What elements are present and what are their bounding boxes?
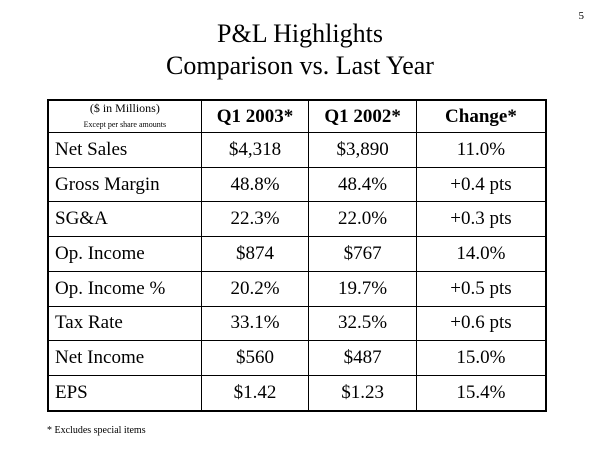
- cell-value: 33.1%: [200, 305, 310, 342]
- cell-value: 20.2%: [200, 270, 310, 307]
- table-row: SG&A 22.3% 22.0% +0.3 pts: [47, 201, 547, 238]
- row-label: EPS: [47, 374, 202, 412]
- cell-value: 14.0%: [415, 236, 547, 272]
- cell-value: $1.23: [308, 374, 417, 412]
- cell-value: 19.7%: [308, 270, 417, 307]
- cell-value: +0.3 pts: [415, 201, 547, 238]
- cell-value: $4,318: [200, 132, 310, 168]
- cell-value: $767: [308, 236, 417, 272]
- row-label: Tax Rate: [47, 305, 202, 342]
- row-label: SG&A: [47, 201, 202, 238]
- table-header-row: ($ in Millions) Except per share amounts…: [47, 99, 547, 133]
- table-row: Op. Income $874 $767 14.0%: [47, 236, 547, 272]
- row-label: Op. Income: [47, 236, 202, 272]
- column-header-q1-2002: Q1 2002*: [308, 99, 417, 133]
- units-label: ($ in Millions): [89, 101, 160, 115]
- page-number: 5: [578, 10, 585, 22]
- cell-value: 11.0%: [415, 132, 547, 168]
- table-row: Op. Income % 20.2% 19.7% +0.5 pts: [47, 270, 547, 307]
- cell-value: +0.6 pts: [415, 305, 547, 342]
- cell-value: $874: [200, 236, 310, 272]
- column-header-change: Change*: [415, 99, 547, 133]
- cell-value: $3,890: [308, 132, 417, 168]
- cell-value: 15.4%: [415, 374, 547, 412]
- title-line-1: P&L Highlights: [217, 19, 383, 48]
- table-row: Tax Rate 33.1% 32.5% +0.6 pts: [47, 305, 547, 342]
- cell-value: $1.42: [200, 374, 310, 412]
- title-line-2: Comparison vs. Last Year: [166, 51, 434, 80]
- units-header-cell: ($ in Millions) Except per share amounts: [47, 99, 202, 133]
- column-header-q1-2003: Q1 2003*: [200, 99, 310, 133]
- table-row: Net Sales $4,318 $3,890 11.0%: [47, 132, 547, 168]
- footnote: * Excludes special items: [47, 425, 146, 436]
- table-row: EPS $1.42 $1.23 15.4%: [47, 374, 547, 412]
- table-row: Net Income $560 $487 15.0%: [47, 340, 547, 376]
- cell-value: +0.5 pts: [415, 270, 547, 307]
- row-label: Net Income: [47, 340, 202, 376]
- cell-value: 22.0%: [308, 201, 417, 238]
- cell-value: 48.8%: [200, 166, 310, 203]
- cell-value: $560: [200, 340, 310, 376]
- page-title: P&L Highlights Comparison vs. Last Year: [0, 18, 600, 82]
- units-sublabel: Except per share amounts: [83, 120, 167, 129]
- pl-highlights-table: ($ in Millions) Except per share amounts…: [47, 99, 547, 412]
- row-label: Net Sales: [47, 132, 202, 168]
- row-label: Gross Margin: [47, 166, 202, 203]
- cell-value: +0.4 pts: [415, 166, 547, 203]
- table-row: Gross Margin 48.8% 48.4% +0.4 pts: [47, 166, 547, 203]
- cell-value: 48.4%: [308, 166, 417, 203]
- row-label: Op. Income %: [47, 270, 202, 307]
- cell-value: $487: [308, 340, 417, 376]
- cell-value: 22.3%: [200, 201, 310, 238]
- cell-value: 32.5%: [308, 305, 417, 342]
- cell-value: 15.0%: [415, 340, 547, 376]
